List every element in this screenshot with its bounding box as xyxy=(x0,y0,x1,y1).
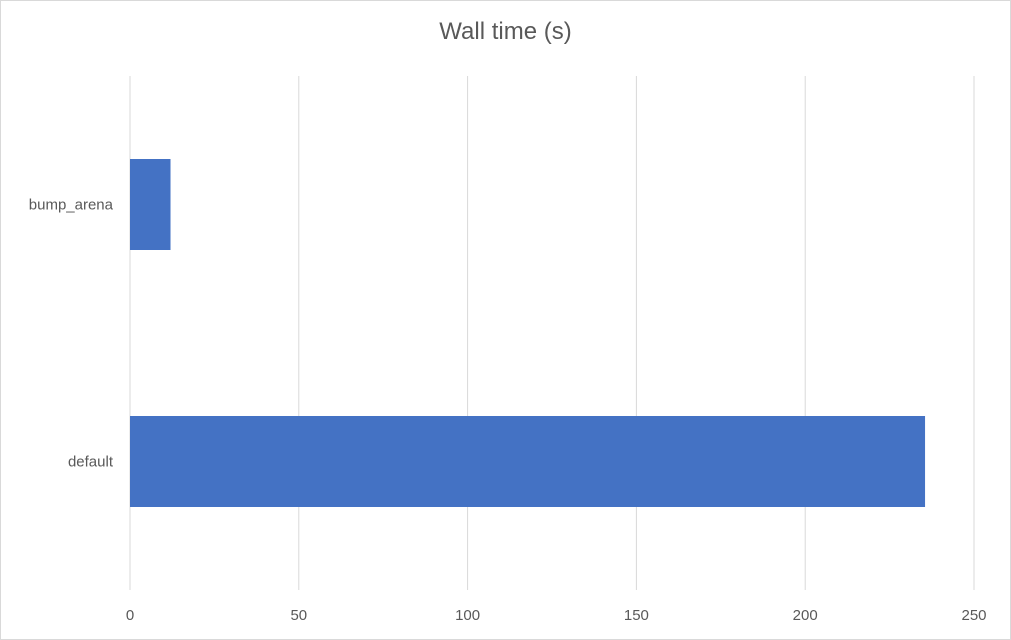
category-label-default: default xyxy=(68,454,114,471)
chart-title: Wall time (s) xyxy=(439,18,572,45)
x-tick-label-250: 250 xyxy=(961,607,986,624)
gridlines xyxy=(129,76,975,590)
bar-bump_arena xyxy=(130,159,171,250)
x-axis-tick-labels: 0 50 100 150 200 250 xyxy=(126,607,987,624)
x-tick-label-100: 100 xyxy=(455,607,480,624)
bars xyxy=(130,159,926,507)
x-tick-label-50: 50 xyxy=(290,607,307,624)
bar-default xyxy=(130,416,926,507)
x-tick-label-200: 200 xyxy=(793,607,818,624)
x-tick-label-150: 150 xyxy=(624,607,649,624)
x-tick-label-0: 0 xyxy=(126,607,134,624)
category-label-bump_arena: bump_arena xyxy=(29,197,114,214)
